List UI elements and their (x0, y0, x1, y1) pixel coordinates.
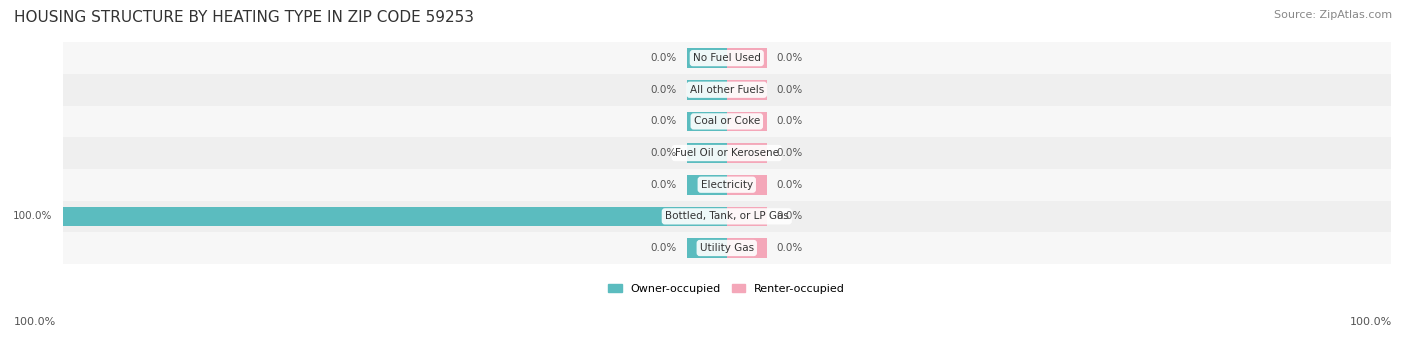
Bar (727, 175, 766, 194)
Text: All other Fuels: All other Fuels (690, 85, 763, 95)
Text: 0.0%: 0.0% (651, 53, 676, 63)
Legend: Owner-occupied, Renter-occupied: Owner-occupied, Renter-occupied (605, 279, 849, 298)
Bar (62, 232, 1391, 264)
Bar (62, 42, 1391, 74)
Text: 100.0%: 100.0% (1350, 317, 1392, 327)
Bar (62, 106, 1391, 137)
Text: 0.0%: 0.0% (776, 116, 803, 127)
Text: 0.0%: 0.0% (651, 148, 676, 158)
Text: No Fuel Used: No Fuel Used (693, 53, 761, 63)
Text: 0.0%: 0.0% (651, 85, 676, 95)
Bar (62, 137, 1391, 169)
Bar (688, 143, 727, 163)
Bar (688, 238, 727, 258)
Text: 0.0%: 0.0% (776, 211, 803, 221)
Text: Electricity: Electricity (700, 180, 752, 190)
Text: Bottled, Tank, or LP Gas: Bottled, Tank, or LP Gas (665, 211, 789, 221)
Bar (727, 80, 766, 100)
Text: 0.0%: 0.0% (776, 180, 803, 190)
Bar (727, 238, 766, 258)
Bar (727, 48, 766, 68)
Bar (62, 74, 1391, 106)
Text: 0.0%: 0.0% (776, 53, 803, 63)
Bar (62, 169, 1391, 201)
Text: 100.0%: 100.0% (13, 211, 52, 221)
Text: 0.0%: 0.0% (776, 85, 803, 95)
Bar (688, 48, 727, 68)
Text: HOUSING STRUCTURE BY HEATING TYPE IN ZIP CODE 59253: HOUSING STRUCTURE BY HEATING TYPE IN ZIP… (14, 10, 474, 25)
Bar (62, 207, 727, 226)
Text: Utility Gas: Utility Gas (700, 243, 754, 253)
Text: 100.0%: 100.0% (14, 317, 56, 327)
Bar (727, 143, 766, 163)
Text: 0.0%: 0.0% (651, 116, 676, 127)
Text: 0.0%: 0.0% (651, 243, 676, 253)
Text: 0.0%: 0.0% (651, 180, 676, 190)
Bar (688, 175, 727, 194)
Bar (727, 207, 766, 226)
Bar (62, 201, 1391, 232)
Text: Coal or Coke: Coal or Coke (693, 116, 759, 127)
Text: 0.0%: 0.0% (776, 243, 803, 253)
Text: Source: ZipAtlas.com: Source: ZipAtlas.com (1274, 10, 1392, 20)
Bar (688, 80, 727, 100)
Text: 0.0%: 0.0% (776, 148, 803, 158)
Bar (688, 112, 727, 131)
Bar (727, 112, 766, 131)
Text: Fuel Oil or Kerosene: Fuel Oil or Kerosene (675, 148, 779, 158)
